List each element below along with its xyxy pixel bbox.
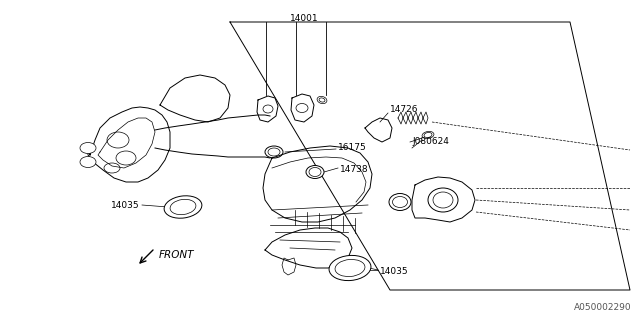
Text: FRONT: FRONT	[159, 250, 195, 260]
Ellipse shape	[306, 165, 324, 179]
Text: A050002290: A050002290	[574, 303, 632, 312]
Ellipse shape	[265, 146, 283, 158]
Text: 14035: 14035	[380, 268, 408, 276]
Text: 14738: 14738	[340, 165, 369, 174]
Text: J080624: J080624	[412, 138, 449, 147]
Ellipse shape	[80, 156, 96, 167]
Ellipse shape	[80, 142, 96, 154]
Ellipse shape	[428, 188, 458, 212]
Ellipse shape	[389, 194, 411, 211]
Ellipse shape	[329, 255, 371, 281]
Text: 14001: 14001	[290, 14, 318, 23]
Ellipse shape	[422, 132, 434, 139]
Text: 14726: 14726	[390, 106, 419, 115]
Text: 16175: 16175	[338, 143, 367, 153]
Ellipse shape	[164, 196, 202, 218]
Text: 14035: 14035	[111, 201, 140, 210]
Ellipse shape	[317, 96, 327, 104]
